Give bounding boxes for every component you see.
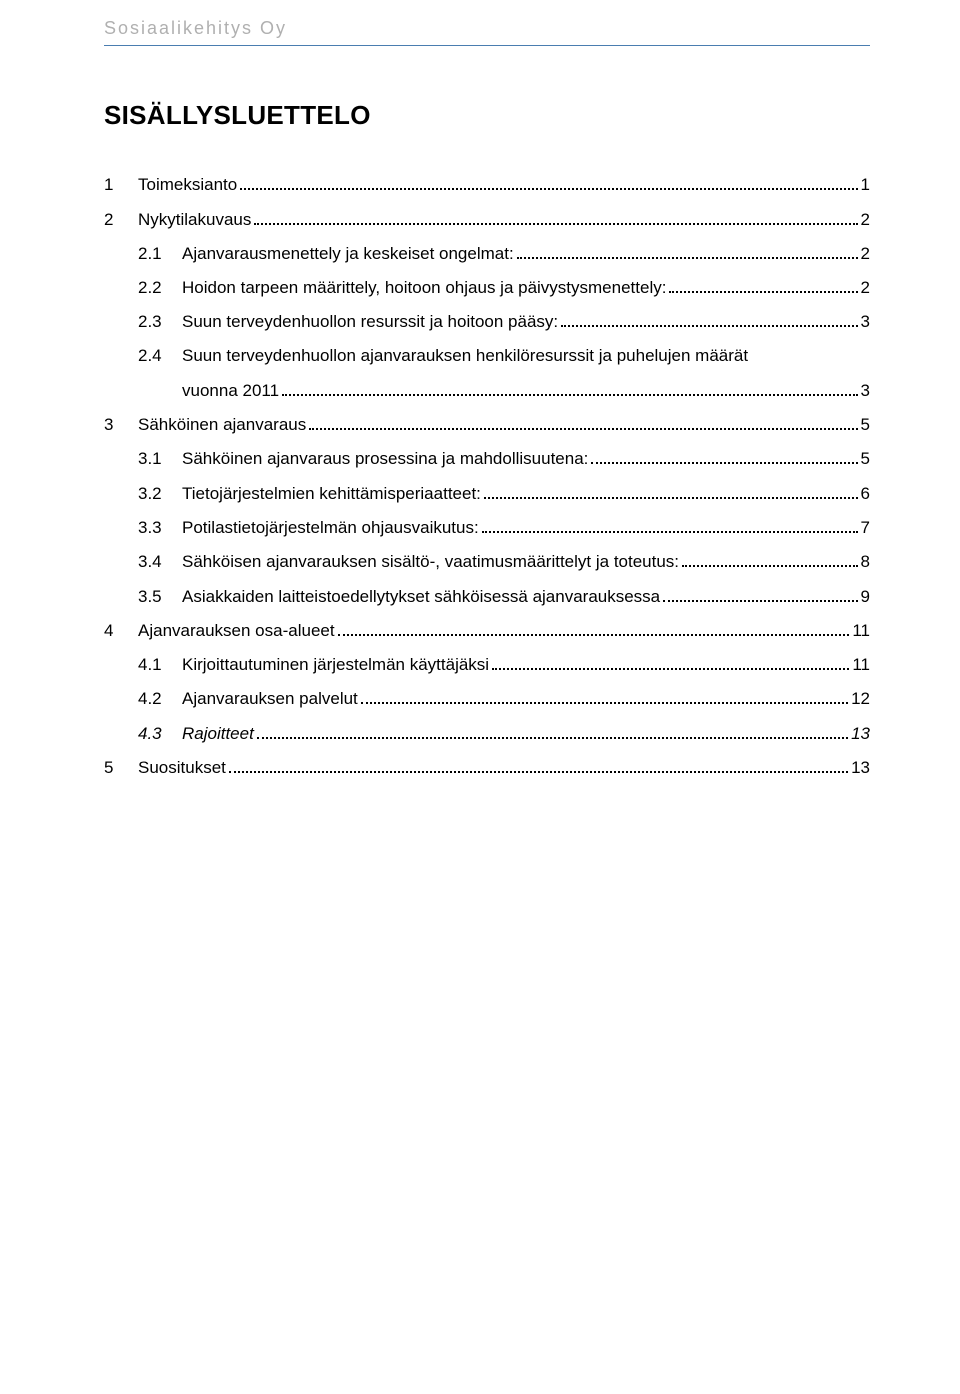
header-org: Sosiaalikehitys Oy: [104, 18, 870, 45]
toc-label: Nykytilakuvaus: [138, 210, 251, 230]
toc-number: 2.3: [138, 312, 182, 332]
toc-page: 5: [861, 449, 870, 469]
toc-leader-dots: [484, 483, 858, 498]
toc-leader-dots: [517, 244, 858, 259]
toc-entry: 2.3Suun terveydenhuollon resurssit ja ho…: [104, 312, 870, 332]
toc-leader-dots: [492, 655, 849, 670]
toc-page: 2: [861, 244, 870, 264]
toc-leader-dots: [282, 380, 857, 395]
toc-number: 4.2: [138, 689, 182, 709]
toc-leader-dots: [338, 621, 850, 636]
toc-page: 6: [861, 484, 870, 504]
toc-number: 4.1: [138, 655, 182, 675]
toc-entry: 3Sähköinen ajanvaraus 5: [104, 415, 870, 435]
toc-entry: 2Nykytilakuvaus2: [104, 209, 870, 229]
toc-leader-dots: [561, 312, 857, 327]
toc-label: Toimeksianto: [138, 175, 237, 195]
toc-page: 2: [861, 210, 870, 230]
toc-label: Hoidon tarpeen määrittely, hoitoon ohjau…: [182, 278, 666, 298]
toc-entry: 3.2Tietojärjestelmien kehittämisperiaatt…: [104, 483, 870, 503]
toc-leader-dots: [669, 278, 857, 293]
toc-page: 13: [851, 758, 870, 778]
toc-entry: 4.1Kirjoittautuminen järjestelmän käyttä…: [104, 655, 870, 675]
toc-entry: 4.2Ajanvarauksen palvelut 12: [104, 689, 870, 709]
toc-number: 4: [104, 621, 138, 641]
toc-label: Kirjoittautuminen järjestelmän käyttäjäk…: [182, 655, 489, 675]
toc-leader-dots: [482, 518, 858, 533]
toc-page: 9: [861, 587, 870, 607]
toc-number: 3.4: [138, 552, 182, 572]
toc-entry: 3.3Potilastietojärjestelmän ohjausvaikut…: [104, 518, 870, 538]
toc-leader-dots: [682, 552, 858, 567]
toc-number: 2: [104, 210, 138, 230]
page-title: SISÄLLYSLUETTELO: [104, 100, 870, 131]
toc-number: 5: [104, 758, 138, 778]
toc-leader-dots: [361, 689, 848, 704]
toc-number: 3: [104, 415, 138, 435]
toc-label: Sähköisen ajanvarauksen sisältö-, vaatim…: [182, 552, 679, 572]
toc-leader-dots: [663, 586, 857, 601]
toc-leader-dots: [309, 415, 857, 430]
toc-leader-dots: [591, 449, 857, 464]
toc-number: 4.3: [138, 724, 182, 744]
toc-number: 3.5: [138, 587, 182, 607]
toc-entry: 4.3Rajoitteet 13: [104, 723, 870, 743]
toc-page: 13: [851, 724, 870, 744]
toc-entry: vuonna 2011 3: [104, 380, 870, 400]
toc-label: Potilastietojärjestelmän ohjausvaikutus:: [182, 518, 479, 538]
toc-leader-dots: [240, 175, 857, 190]
toc-label: Suun terveydenhuollon ajanvarauksen henk…: [182, 346, 748, 366]
toc-number: 2.2: [138, 278, 182, 298]
toc-label: Tietojärjestelmien kehittämisperiaatteet…: [182, 484, 481, 504]
header-rule: [104, 45, 870, 46]
toc-number: 1: [104, 175, 138, 195]
toc-page: 3: [861, 312, 870, 332]
toc-page: 8: [861, 552, 870, 572]
toc-number: 3.3: [138, 518, 182, 538]
toc-page: 2: [861, 278, 870, 298]
toc-label: Sähköinen ajanvaraus prosessina ja mahdo…: [182, 449, 588, 469]
toc-entry: 1Toimeksianto1: [104, 175, 870, 195]
toc-page: 12: [851, 689, 870, 709]
toc-label: Suositukset: [138, 758, 226, 778]
toc-number: 3.1: [138, 449, 182, 469]
toc-label: Ajanvarauksen palvelut: [182, 689, 358, 709]
toc-label: Asiakkaiden laitteistoedellytykset sähkö…: [182, 587, 660, 607]
toc-entry: 3.5Asiakkaiden laitteistoedellytykset sä…: [104, 586, 870, 606]
toc-label: Ajanvarauksen osa-alueet: [138, 621, 335, 641]
toc-number: 2.1: [138, 244, 182, 264]
toc-number: 2.4: [138, 346, 182, 366]
toc-entry: 5Suositukset 13: [104, 758, 870, 778]
toc-page: 5: [861, 415, 870, 435]
toc-number: 3.2: [138, 484, 182, 504]
toc-label: Suun terveydenhuollon resurssit ja hoito…: [182, 312, 558, 332]
toc-entry: 3.1Sähköinen ajanvaraus prosessina ja ma…: [104, 449, 870, 469]
toc-label: Rajoitteet: [182, 724, 254, 744]
toc-page: 11: [852, 621, 870, 641]
table-of-contents: 1Toimeksianto12Nykytilakuvaus22.1Ajanvar…: [104, 175, 870, 778]
toc-page: 3: [861, 381, 870, 401]
toc-leader-dots: [257, 723, 848, 738]
toc-entry: 4Ajanvarauksen osa-alueet 11: [104, 621, 870, 641]
toc-page: 1: [861, 175, 870, 195]
toc-entry: 2.4Suun terveydenhuollon ajanvarauksen h…: [104, 346, 870, 366]
toc-page: 11: [852, 655, 870, 675]
toc-entry: 2.1Ajanvarausmenettely ja keskeiset onge…: [104, 244, 870, 264]
toc-page: 7: [861, 518, 870, 538]
toc-entry: 3.4Sähköisen ajanvarauksen sisältö-, vaa…: [104, 552, 870, 572]
toc-leader-dots: [254, 209, 857, 224]
toc-entry: 2.2Hoidon tarpeen määrittely, hoitoon oh…: [104, 278, 870, 298]
toc-label: Ajanvarausmenettely ja keskeiset ongelma…: [182, 244, 514, 264]
toc-label: Sähköinen ajanvaraus: [138, 415, 306, 435]
toc-label: vuonna 2011: [182, 381, 279, 401]
toc-leader-dots: [229, 758, 848, 773]
